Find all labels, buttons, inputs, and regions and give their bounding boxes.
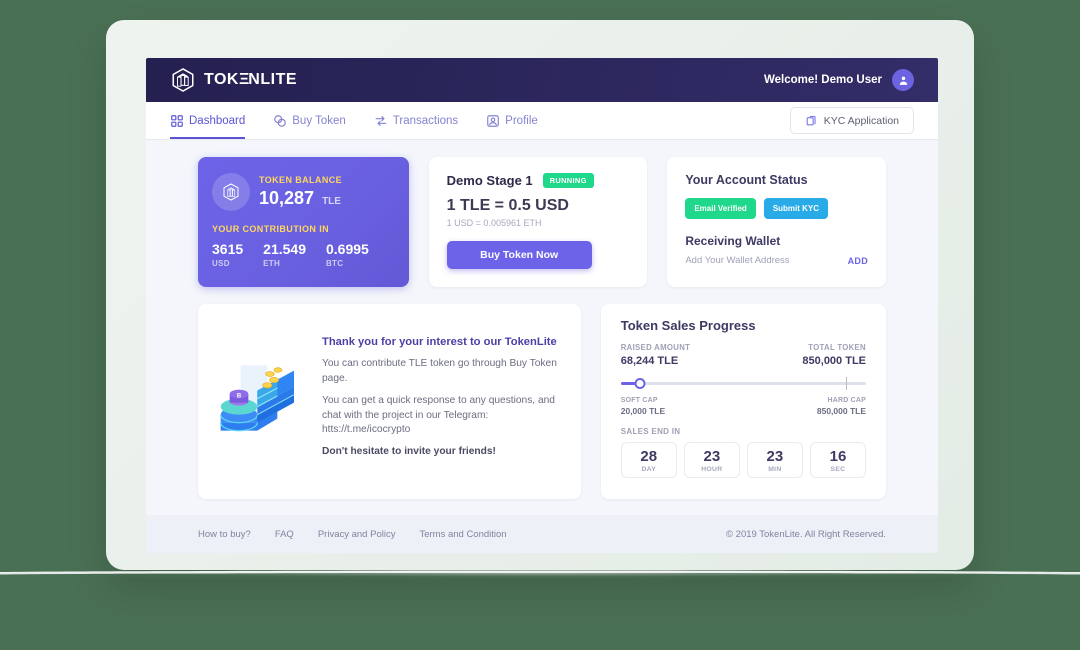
svg-text:B: B — [237, 393, 242, 399]
